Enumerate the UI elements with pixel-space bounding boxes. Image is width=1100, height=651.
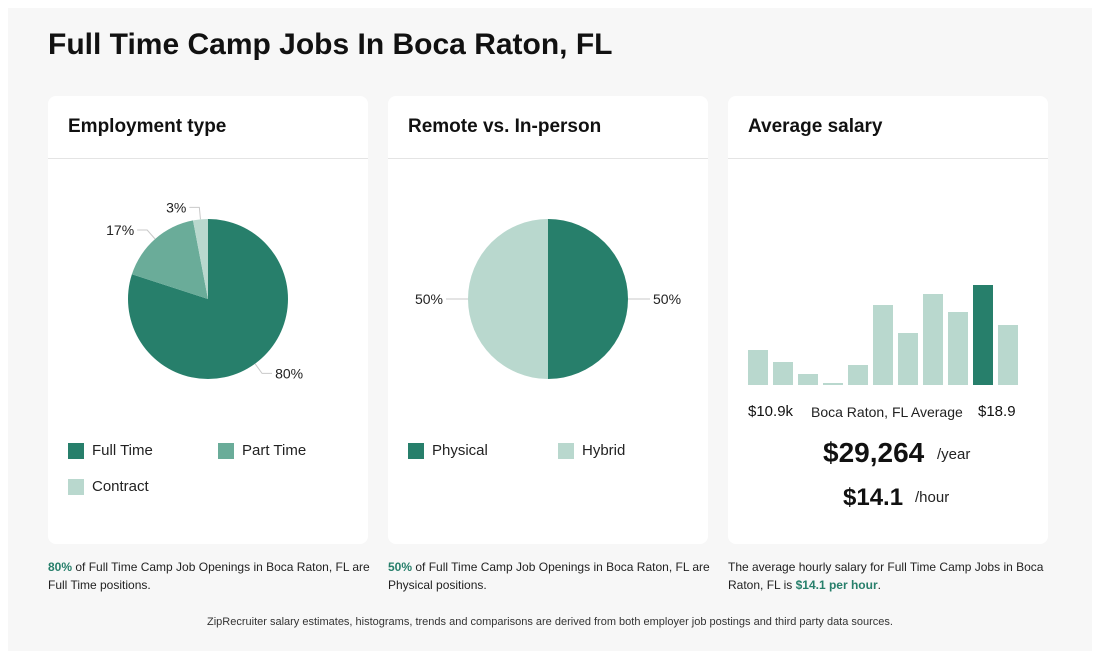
pie-slice-1 — [131, 220, 208, 299]
histogram-bar-10 — [998, 325, 1018, 385]
pie-leader-1 — [137, 229, 156, 240]
legend-label: Physical — [432, 442, 488, 459]
hourly-unit: /hour — [915, 489, 950, 506]
salary-histogram — [748, 285, 1018, 385]
card-title: Average salary — [728, 96, 1048, 159]
legend-swatch — [558, 442, 574, 459]
pie-label-1: 17% — [106, 222, 134, 238]
histogram-bar-2 — [798, 374, 818, 385]
histogram-bar-6 — [898, 333, 918, 385]
remote-vs-in-person-card: Remote vs. In-person 50% 50% Physical Hyb… — [388, 96, 708, 544]
remote-footnote: 50% of Full Time Camp Job Openings in Bo… — [388, 558, 718, 594]
histogram-bar-1 — [773, 362, 793, 385]
card-title: Remote vs. In-person — [388, 96, 708, 159]
histogram-bar-8 — [948, 312, 968, 385]
pie-slice-2 — [193, 219, 208, 299]
histogram-bar-7 — [923, 294, 943, 385]
pie-slice-1 — [468, 219, 548, 379]
pie-leader-2 — [189, 206, 201, 220]
legend-hybrid: Hybrid — [558, 442, 625, 459]
histogram-bar-9 — [973, 285, 993, 385]
axis-min-label: $10.9k — [748, 403, 794, 420]
pie-leader-0 — [254, 363, 273, 374]
disclaimer: ZipRecruiter salary estimates, histogram… — [207, 616, 893, 628]
legend-label: Part Time — [242, 442, 307, 459]
legend-swatch — [68, 478, 84, 495]
yearly-salary: $29,264 — [823, 437, 925, 468]
footnote-highlight: $14.1 per hour — [795, 578, 878, 592]
footnote-text: of Full Time Camp Job Openings in Boca R… — [48, 560, 370, 592]
histogram-bar-3 — [823, 383, 843, 385]
remote-pie-chart: 50% 50% — [415, 219, 681, 379]
card-title: Employment type — [48, 96, 368, 159]
legend-swatch — [408, 442, 424, 459]
histogram-bar-0 — [748, 350, 768, 385]
average-salary-card: Average salary $10.9k Boca Raton, FL Ave… — [728, 96, 1048, 544]
legend-label: Contract — [92, 478, 149, 495]
histogram-bar-5 — [873, 305, 893, 385]
pie-label-0: 80% — [275, 365, 303, 381]
pie-slice-0 — [128, 219, 288, 379]
footnote-text: The average hourly salary for Full Time … — [728, 560, 1044, 592]
axis-mid-label: Boca Raton, FL Average — [811, 404, 963, 420]
axis-max-label: $18.9 — [978, 403, 1016, 420]
footnote-highlight: 80% — [48, 560, 73, 574]
employment-footnote: 80% of Full Time Camp Job Openings in Bo… — [48, 558, 378, 594]
legend-swatch — [218, 442, 234, 459]
legend-part-time: Part Time — [218, 442, 306, 459]
legend-swatch — [68, 442, 84, 459]
hourly-salary: $14.1 — [843, 484, 904, 511]
legend-physical: Physical — [408, 442, 488, 459]
page-title: Full Time Camp Jobs In Boca Raton, FL — [48, 28, 613, 61]
footnote-highlight: 50% — [388, 560, 413, 574]
pie-slice-0 — [548, 219, 628, 379]
pie-label-0: 50% — [653, 291, 681, 307]
employment-pie-chart: 80% 17% 3% — [106, 199, 303, 381]
salary-footnote: The average hourly salary for Full Time … — [728, 558, 1058, 594]
footnote-text-end: . — [877, 578, 881, 592]
legend-label: Hybrid — [582, 442, 626, 459]
legend-full-time: Full Time — [68, 442, 153, 459]
footnote-text: of Full Time Camp Job Openings in Boca R… — [388, 560, 710, 592]
legend-label: Full Time — [92, 442, 153, 459]
pie-label-2: 3% — [166, 199, 186, 215]
histogram-bar-4 — [848, 365, 868, 385]
employment-type-card: Employment type 80% 17% 3% Full Time Part … — [48, 96, 368, 544]
legend-contract: Contract — [68, 478, 149, 495]
pie-label-1: 50% — [415, 291, 443, 307]
yearly-unit: /year — [937, 446, 971, 463]
